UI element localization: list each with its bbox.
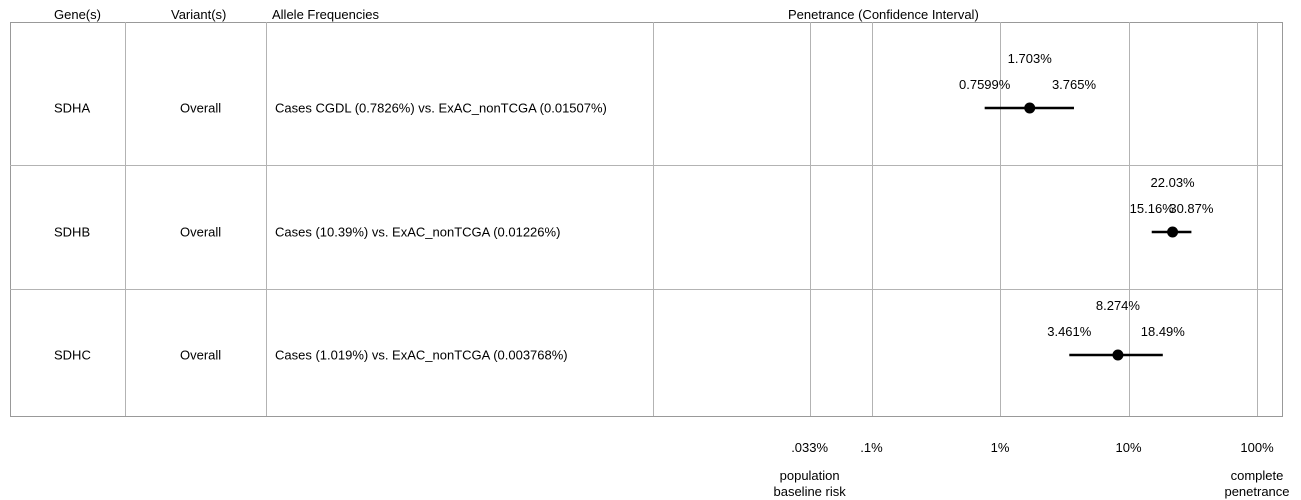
- point-estimate: [1024, 102, 1036, 114]
- header-penetrance: Penetrance (Confidence Interval): [788, 7, 979, 22]
- estimate-label: 22.03%: [1151, 175, 1196, 190]
- gene-cell: SDHA: [54, 100, 91, 116]
- tick-note: population: [780, 468, 840, 483]
- point-estimate: [1167, 226, 1179, 238]
- tick-label: 1%: [991, 440, 1010, 455]
- variant-cell: Overall: [180, 224, 222, 240]
- tick-label: .1%: [860, 440, 883, 455]
- tick-note: baseline risk: [773, 484, 846, 499]
- upper-bound-label: 30.87%: [1169, 201, 1214, 216]
- header-variant: Variant(s): [171, 7, 227, 22]
- estimate-label: 8.274%: [1096, 298, 1141, 313]
- tick-label: .033%: [791, 440, 828, 455]
- upper-bound-label: 18.49%: [1141, 324, 1186, 339]
- tick-label: 10%: [1115, 440, 1141, 455]
- tick-note: penetrance: [1224, 484, 1289, 499]
- tick-label: 100%: [1240, 440, 1274, 455]
- header-allele-frequencies: Allele Frequencies: [272, 7, 379, 22]
- allele-frequency-cell: Cases (10.39%) vs. ExAC_nonTCGA (0.01226…: [275, 224, 561, 240]
- lower-bound-label: 0.7599%: [959, 77, 1011, 92]
- gene-cell: SDHB: [54, 224, 91, 240]
- variant-cell: Overall: [180, 347, 222, 363]
- lower-bound-label: 3.461%: [1047, 324, 1092, 339]
- allele-frequency-cell: Cases CGDL (0.7826%) vs. ExAC_nonTCGA (0…: [275, 100, 607, 116]
- tick-note: complete: [1231, 468, 1284, 483]
- estimate-label: 1.703%: [1008, 51, 1053, 66]
- upper-bound-label: 3.765%: [1052, 77, 1097, 92]
- lower-bound-label: 15.16%: [1130, 201, 1175, 216]
- table-border: [10, 22, 1283, 417]
- allele-frequency-cell: Cases (1.019%) vs. ExAC_nonTCGA (0.00376…: [275, 347, 568, 363]
- gene-cell: SDHC: [54, 347, 91, 363]
- variant-cell: Overall: [180, 100, 222, 116]
- point-estimate: [1112, 349, 1124, 361]
- header-gene: Gene(s): [54, 7, 101, 22]
